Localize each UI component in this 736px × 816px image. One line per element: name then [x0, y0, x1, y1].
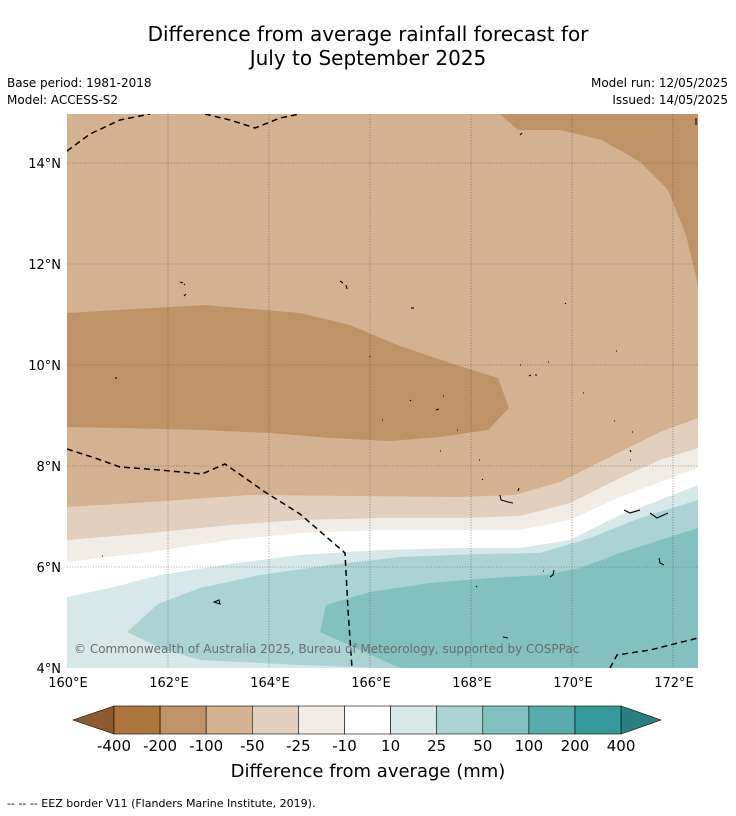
- x-tick-170e: 170°E: [553, 676, 593, 691]
- colorbar-tick-label: -50: [240, 737, 265, 755]
- x-tick-164e: 164°E: [250, 676, 290, 691]
- colorbar-segment: [436, 705, 484, 735]
- colorbar-segment: [482, 705, 530, 735]
- title-line-2: July to September 2025: [249, 46, 487, 70]
- colorbar-segment: [205, 705, 253, 735]
- x-axis-labels: 160°E 162°E 164°E 166°E 168°E 170°E 172°…: [48, 676, 694, 691]
- eez-legend-note: -- -- -- EEZ border V11 (Flanders Marine…: [7, 797, 316, 810]
- colorbar: [72, 705, 663, 735]
- colorbar-extend-high: [620, 705, 663, 735]
- meta-right: Model run: 12/05/2025 Issued: 14/05/2025: [591, 75, 728, 109]
- band-50-100: [320, 528, 698, 668]
- map-title: Difference from average rainfall forecas…: [0, 22, 736, 70]
- colorbar-tick-label: -400: [97, 737, 131, 755]
- colorbar-segment: [298, 705, 345, 735]
- graticule: [67, 114, 698, 668]
- x-tick-160e: 160°E: [48, 676, 88, 691]
- colorbar-segment: [528, 705, 576, 735]
- islands: [102, 118, 697, 639]
- y-tick-12n: 12°N: [28, 258, 61, 273]
- colorbar-tick-label: 50: [473, 737, 492, 755]
- colorbar-tick-label: -100: [189, 737, 223, 755]
- y-tick-10n: 10°N: [28, 359, 61, 374]
- title-line-1: Difference from average rainfall forecas…: [147, 22, 589, 46]
- colorbar-tick-label: 10: [381, 737, 400, 755]
- colorbar-tick-label: 100: [515, 737, 544, 755]
- colorbar-tick-label: 400: [607, 737, 636, 755]
- colorbar-segment: [574, 705, 622, 735]
- issued-date: Issued: 14/05/2025: [612, 93, 728, 107]
- colorbar-labels: -400 -200 -100 -50 -25 -10 10 25 50 100 200 400: [97, 737, 635, 755]
- colorbar-segment: [113, 705, 161, 735]
- x-tick-162e: 162°E: [149, 676, 189, 691]
- band-minus-100-200-ne: [500, 114, 698, 285]
- colorbar-tick-label: -10: [332, 737, 357, 755]
- colorbar-tick-label: 25: [427, 737, 446, 755]
- x-tick-166e: 166°E: [351, 676, 391, 691]
- copyright-text: © Commonwealth of Australia 2025, Bureau…: [74, 642, 579, 656]
- colorbar-segment: [252, 705, 299, 735]
- map-panel: © Commonwealth of Australia 2025, Bureau…: [67, 114, 698, 668]
- colorbar-segment: [390, 705, 438, 735]
- base-period: Base period: 1981-2018: [7, 76, 152, 90]
- colorbar-tick-label: 200: [561, 737, 590, 755]
- colorbar-extend-low: [72, 705, 115, 735]
- meta-left: Base period: 1981-2018 Model: ACCESS-S2: [7, 75, 152, 109]
- colorbar-segment: [344, 705, 391, 735]
- model-name: Model: ACCESS-S2: [7, 93, 119, 107]
- colorbar-title: Difference from average (mm): [230, 761, 506, 782]
- y-tick-4n: 4°N: [37, 662, 62, 677]
- colorbar-segment: [159, 705, 207, 735]
- x-tick-172e: 172°E: [654, 676, 694, 691]
- y-tick-14n: 14°N: [28, 157, 61, 172]
- model-run: Model run: 12/05/2025: [590, 76, 728, 90]
- colorbar-tick-label: -200: [143, 737, 177, 755]
- y-axis-labels: 14°N 12°N 10°N 8°N 6°N 4°N: [28, 157, 61, 677]
- x-tick-168e: 168°E: [452, 676, 492, 691]
- eez-borders: [67, 114, 698, 668]
- y-tick-6n: 6°N: [37, 561, 62, 576]
- band-minus-100-200-center: [67, 305, 509, 441]
- colorbar-tick-label: -25: [286, 737, 311, 755]
- y-tick-8n: 8°N: [37, 460, 62, 475]
